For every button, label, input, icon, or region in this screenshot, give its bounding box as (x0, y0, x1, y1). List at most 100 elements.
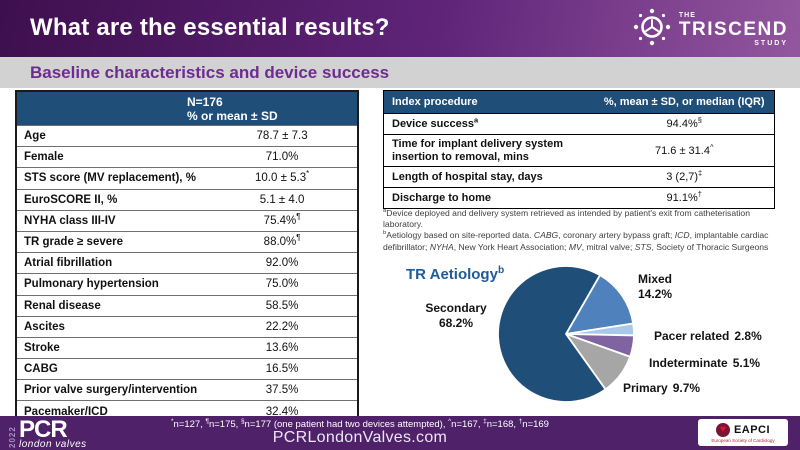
pie-slice-percentage: 5.1% (732, 356, 761, 370)
baseline-table-body: Age 78.7 ± 7.3 Female 71.0% STS score (MV re… (17, 125, 357, 422)
pie-slice-percentage: 68.2% (438, 316, 474, 330)
pie-label-mixed: Mixed 14.2% (638, 272, 672, 302)
triscend-name: TRISCEND (678, 19, 788, 40)
baseline-table: N=176 % or mean ± SD Age 78.7 ± 7.3 Female… (15, 90, 359, 424)
row-value: 22.2% (265, 320, 299, 333)
table-row: Stroke 13.6% (17, 336, 357, 358)
row-label: Prior valve surgery/intervention (24, 384, 198, 397)
pcr-logo-year: 2022 (8, 426, 17, 448)
row-value: 92.0% (265, 257, 299, 270)
row-label: CABG (24, 363, 58, 376)
row-value: 10.0 ± 5.3* (255, 169, 310, 185)
triscend-logo: THE TRISCEND STUDY (632, 7, 788, 52)
procedure-table-body: Device successa 94.4%§ Time for implant de… (384, 113, 774, 208)
pcr-sub-brand: london valves (19, 439, 87, 450)
eapci-name: EAPCI (733, 423, 771, 436)
pcr-brand: PCR (19, 416, 68, 443)
pie-slice-percentage: 14.2% (638, 287, 673, 301)
row-label: Discharge to home (392, 191, 492, 204)
row-value: 88.0%¶ (263, 233, 301, 249)
row-value: 75.4%¶ (263, 212, 301, 227)
table-row: TR grade ≥ severe 88.0%¶ (17, 230, 357, 252)
procedure-table-header: Index procedure %, mean ± SD, or median … (384, 91, 774, 113)
pie-slice-mixed (565, 274, 635, 335)
table-row: Time for implant delivery system inserti… (384, 134, 774, 166)
row-label: Pulmonary hypertension (24, 278, 159, 291)
triscend-the: THE (678, 12, 696, 19)
subtitle-text: Baseline characteristics and device succ… (30, 63, 390, 82)
eapci-tagline: European Society of Cardiology (711, 437, 775, 443)
baseline-header-n: N=176 (187, 94, 223, 109)
row-label: Time for implant delivery system inserti… (392, 137, 563, 163)
row-label: Device successa (392, 115, 479, 130)
row-label: Atrial fibrillation (24, 257, 113, 270)
row-label: STS score (MV replacement), % (24, 172, 196, 185)
pie-title-superscript: b (497, 265, 505, 276)
table-row: Length of hospital stay, days 3 (2,7)‡ (384, 166, 774, 187)
pie-label-pacer-related: Pacer related 2.8% (654, 329, 762, 344)
eapci-heart-icon: ♥ (715, 422, 730, 437)
pcr-logo-wordmark: PCR london valves (19, 418, 87, 450)
row-value: 13.6% (265, 341, 299, 354)
pie-slice-percentage: 2.8% (734, 329, 762, 343)
pie-chart-title: TR Aetiologyb (406, 265, 505, 283)
procedure-header-col2: %, mean ± SD, or median (IQR) (603, 96, 765, 108)
pie-slice-name: Indeterminate (649, 356, 728, 370)
table-row: Ascites 22.2% (17, 315, 357, 337)
table-row: Device successa 94.4%§ (384, 113, 774, 134)
abbreviation-note-line: aDevice deployed and delivery system ret… (383, 208, 750, 230)
pie-slice-secondary (497, 265, 607, 403)
row-value: 71.0% (265, 151, 299, 164)
pie-slice-percentage: 9.7% (672, 381, 701, 395)
tr-aetiology-pie-chart (497, 265, 635, 403)
procedure-header-col1: Index procedure (392, 96, 478, 108)
pie-label-indeterminate: Indeterminate 5.1% (649, 356, 760, 371)
row-value: 37.5% (265, 384, 299, 397)
triscend-icon (632, 7, 672, 52)
row-value: 78.7 ± 7.3 (256, 130, 308, 143)
pie-label-secondary: Secondary 68.2% (416, 301, 496, 331)
table-row: Pacemaker/ICD 32.4% (17, 400, 357, 421)
footer-bar: 2022 PCR london valves *n=127, ¶n=175, §… (0, 416, 800, 450)
row-label: Stroke (24, 341, 60, 354)
table-row: Discharge to home 91.1%† (384, 187, 774, 208)
triscend-study: STUDY (754, 40, 788, 47)
row-label: Female (24, 151, 64, 164)
table-row: Atrial fibrillation 92.0% (17, 252, 357, 273)
table-row: STS score (MV replacement), % 10.0 ± 5.3* (17, 167, 357, 188)
website-link[interactable]: PCRLondonValves.com (272, 429, 448, 446)
pie-label-primary: Primary 9.7% (623, 381, 700, 396)
procedure-table: Index procedure %, mean ± SD, or median … (383, 90, 775, 209)
row-label: Length of hospital stay, days (392, 170, 543, 183)
subtitle-bar: Baseline characteristics and device succ… (0, 57, 800, 88)
table-row: CABG 16.5% (17, 358, 357, 379)
page-title: What are the essential results? (30, 14, 390, 41)
row-label: TR grade ≥ severe (24, 236, 123, 249)
eapci-logo: ♥ EAPCI European Society of Cardiology (698, 419, 788, 446)
pie-slice-name: Primary (623, 381, 668, 395)
row-value: 58.5% (265, 299, 299, 312)
row-label: Pacemaker/ICD (24, 405, 108, 418)
pcr-london-valves-logo: 2022 PCR london valves (8, 418, 87, 450)
row-value: 94.4%§ (666, 115, 702, 130)
row-value: 32.4% (265, 405, 299, 418)
abbreviation-note-line: bAetiology based on site-reported data. … (383, 230, 769, 252)
table-row: EuroSCORE II, % 5.1 ± 4.0 (17, 188, 357, 210)
row-value: 5.1 ± 4.0 (259, 193, 305, 206)
pie-slice-name: Pacer related (654, 329, 730, 343)
baseline-header-units: % or mean ± SD (187, 108, 278, 123)
row-label: Age (24, 130, 46, 143)
table-row: NYHA class III-IV 75.4%¶ (17, 209, 357, 231)
triscend-wordmark: THE TRISCEND STUDY (679, 12, 788, 47)
header-bar: What are the essential results? (0, 0, 800, 57)
row-label: EuroSCORE II, % (24, 193, 118, 206)
table-row: Female 71.0% (17, 146, 357, 167)
row-label: Renal disease (24, 299, 101, 312)
row-value: 91.1%† (666, 189, 702, 204)
table-row: Prior valve surgery/intervention 37.5% (17, 379, 357, 400)
row-value: 16.5% (265, 363, 299, 376)
row-value: 75.0% (265, 278, 299, 291)
row-value: 71.6 ± 31.4^ (654, 141, 714, 157)
baseline-table-header: N=176 % or mean ± SD (17, 92, 357, 125)
